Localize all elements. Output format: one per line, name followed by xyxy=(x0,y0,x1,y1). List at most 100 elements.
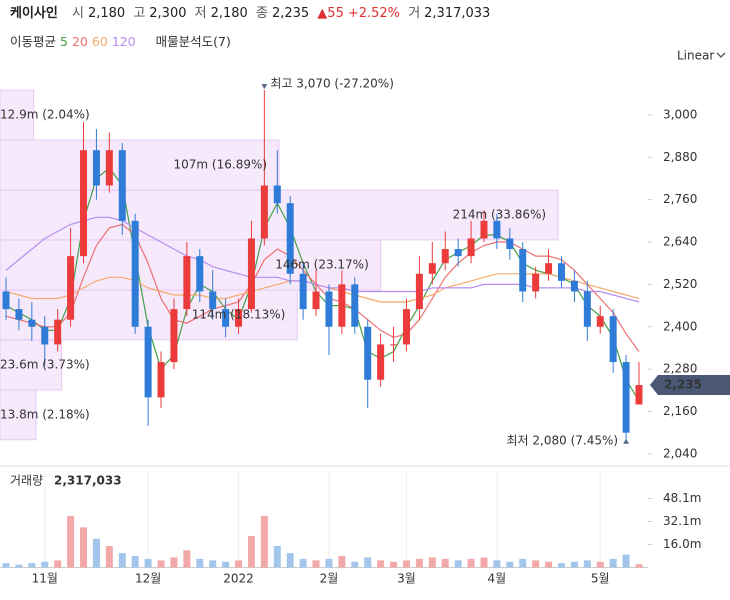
candle-body xyxy=(622,362,630,433)
field-label: 종 xyxy=(255,6,268,21)
candle-body xyxy=(67,256,75,320)
candle-body xyxy=(493,220,501,239)
candle-body xyxy=(415,273,423,310)
candle-body xyxy=(454,249,462,257)
field-value: 2,180 xyxy=(210,6,248,21)
volume-bar xyxy=(338,556,346,568)
high-marker xyxy=(261,84,268,90)
profile-bar xyxy=(0,139,280,191)
volume-bar xyxy=(235,560,243,568)
volume-bar xyxy=(157,560,165,568)
volume-bar xyxy=(222,561,230,568)
volume-bar xyxy=(312,560,320,568)
volume-bar xyxy=(596,561,604,568)
ma-legend-entry[interactable]: 120 xyxy=(111,34,136,49)
volume-bar xyxy=(92,538,100,568)
candle-body xyxy=(183,256,191,310)
candle-body xyxy=(635,385,643,405)
x-tick-label: 3월 xyxy=(397,572,416,586)
candle-body xyxy=(41,326,49,345)
candle-body xyxy=(325,291,333,327)
candle-body xyxy=(196,256,204,292)
volume-bar xyxy=(609,558,617,568)
candle-body xyxy=(299,273,307,310)
profile-title[interactable]: 매물분석도(7) xyxy=(155,34,231,49)
ma-legend-entry[interactable]: 60 xyxy=(91,34,108,49)
chevron[interactable] xyxy=(716,52,726,58)
candle-body xyxy=(80,150,88,257)
candle-body xyxy=(441,249,449,264)
volume-bar xyxy=(183,550,191,568)
ma-legend-entry[interactable]: 5 xyxy=(60,34,68,49)
x-tick-label: 2022 xyxy=(223,572,254,586)
volume-bar xyxy=(441,558,449,568)
candle-body xyxy=(157,362,165,398)
volume-bar xyxy=(196,558,204,568)
field-value: 2,300 xyxy=(149,6,187,21)
low-annotation: 최저 2,080 (7.45%) xyxy=(507,433,619,447)
candle-body xyxy=(28,319,36,327)
y-tick-label: 2,640 xyxy=(663,235,697,249)
volume-bar xyxy=(364,557,372,568)
field-value: 2,317,033 xyxy=(424,6,491,21)
y-tick-label: 2,760 xyxy=(663,192,697,206)
candle-body xyxy=(351,284,359,327)
candle-body xyxy=(286,203,294,274)
volume-bar xyxy=(170,557,178,568)
indicator-legend: 이동평균 5 20 60 120 매물분석도(7) xyxy=(10,31,235,50)
volume-profile xyxy=(0,89,559,441)
volume-bar xyxy=(428,557,436,568)
ma-legend-entry[interactable]: 20 xyxy=(71,34,88,49)
volume-bar xyxy=(506,561,514,568)
volume-bar xyxy=(286,553,294,568)
volume-bar xyxy=(532,560,540,568)
candle-body xyxy=(557,263,565,281)
volume-bar xyxy=(325,558,333,568)
candle-body xyxy=(377,344,385,380)
candle-body xyxy=(273,185,281,204)
ma-title[interactable]: 이동평균 xyxy=(10,34,57,49)
y-tick-label: 2,400 xyxy=(663,319,697,333)
candle-body xyxy=(15,309,23,320)
y-tick-label: 2,040 xyxy=(663,446,697,460)
candle-body xyxy=(428,263,436,274)
field-value: 2,180 xyxy=(87,6,126,21)
candle-body xyxy=(609,316,617,363)
candle-body xyxy=(118,150,126,221)
volume-title: 거래량 xyxy=(10,474,43,488)
volume-bar xyxy=(557,563,565,568)
profile-label: 107m (16.89%) xyxy=(174,158,268,172)
x-tick-label: 12월 xyxy=(135,572,161,586)
candle-body xyxy=(545,263,553,274)
volume-bar xyxy=(402,560,410,568)
profile-label: 23.6m (3.73%) xyxy=(0,357,90,371)
high-annotation: 최고 3,070 (-27.20%) xyxy=(270,77,394,91)
volume-bar xyxy=(144,558,152,568)
y-tick-label: 2,520 xyxy=(663,277,697,291)
candle-body xyxy=(480,220,488,239)
x-tick-label: 5월 xyxy=(591,572,610,586)
field-label: 고 xyxy=(133,6,146,21)
candle-body xyxy=(260,185,268,239)
x-tick-label: 11월 xyxy=(32,572,58,586)
profile-label: 114m (18.13%) xyxy=(192,307,286,321)
scale-toggle[interactable]: Linear xyxy=(677,49,714,63)
y-tick-label: 2,160 xyxy=(663,404,697,418)
volume-bar xyxy=(635,564,643,568)
volume-bar xyxy=(80,527,88,568)
change-pct: +2.52% xyxy=(347,6,401,21)
candle-body xyxy=(222,309,230,327)
ma-list: 5 20 60 120 xyxy=(60,34,140,49)
candle-body xyxy=(235,309,243,327)
candle-body xyxy=(105,150,113,186)
field-label: 거 xyxy=(408,6,421,21)
profile-bar xyxy=(0,339,63,391)
candle-body xyxy=(92,150,100,186)
volume-tick-label: 16.0m xyxy=(663,537,701,551)
candle-body xyxy=(247,238,255,310)
volume-bar xyxy=(390,561,398,568)
volume-bar xyxy=(415,558,423,568)
volume-bar xyxy=(545,561,553,568)
volume-bar xyxy=(67,515,75,568)
stock-name: 케이사인 xyxy=(10,6,58,21)
